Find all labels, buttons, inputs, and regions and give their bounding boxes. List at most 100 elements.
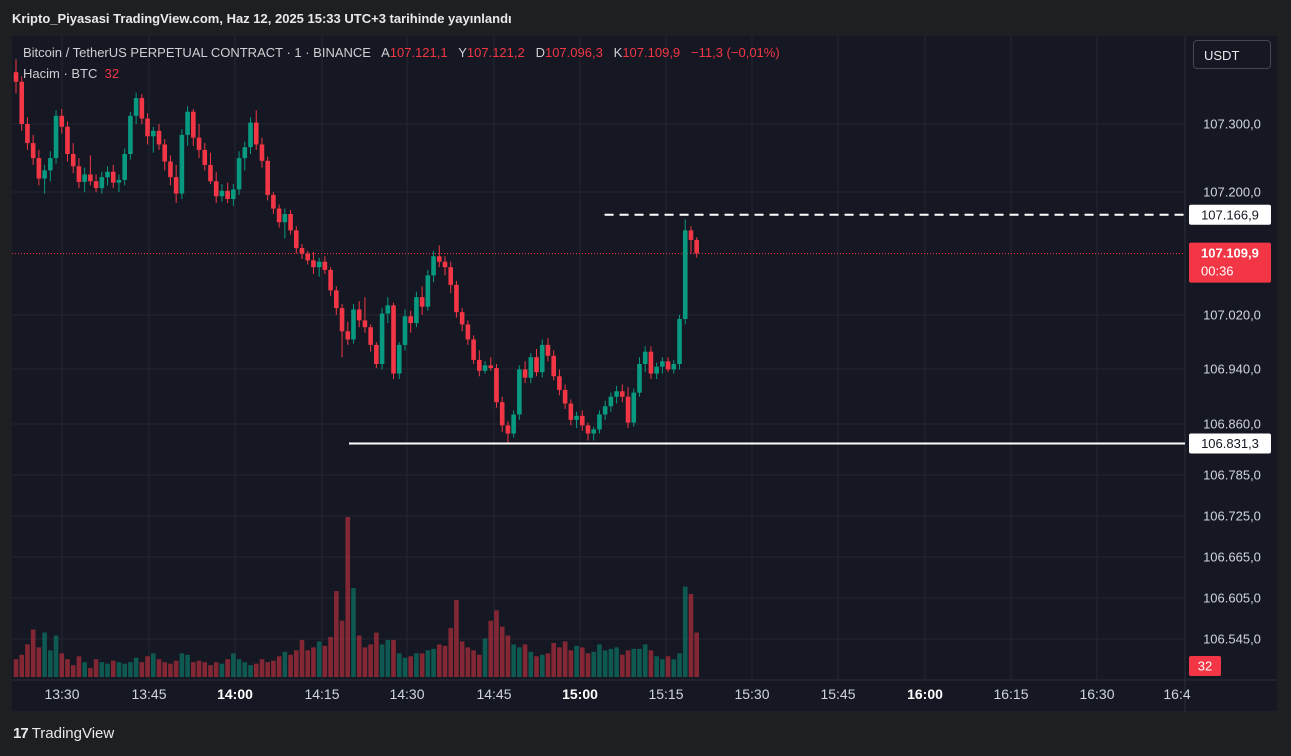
change-value: −11,3 (−0,01%) [691, 45, 780, 60]
x-tick-label: 15:45 [820, 686, 855, 702]
y-tick-label: 106.545,0 [1203, 632, 1261, 647]
candle-body [379, 313, 385, 364]
y-tick-label: 106.785,0 [1203, 468, 1261, 483]
x-tick-label: 15:30 [734, 686, 769, 702]
candle-body [620, 391, 625, 397]
x-tick-label: 14:15 [304, 686, 339, 702]
volume-bar [482, 638, 488, 677]
candle-body [236, 158, 242, 190]
volume-bar [173, 660, 179, 677]
volume-bar [419, 653, 425, 677]
volume-bar [185, 654, 190, 677]
volume-bar [517, 647, 522, 677]
volume-bar [30, 629, 36, 677]
candle-body [191, 111, 196, 138]
tradingview-logo-icon: 17 [13, 725, 29, 742]
candle-body [288, 214, 293, 231]
volume-bar [671, 659, 677, 677]
tradingview-brand[interactable]: 17 TradingView [13, 725, 114, 742]
volume-value-tag [1189, 656, 1221, 676]
candle-body [19, 81, 25, 124]
annotation-price-tag [1189, 204, 1271, 225]
x-tick-label: 15:00 [562, 686, 598, 702]
candle-body [499, 402, 505, 426]
volume-bar [59, 653, 65, 677]
candle-body [671, 364, 677, 370]
candle-body [534, 357, 539, 373]
volume-bar [36, 647, 42, 677]
candle-body [602, 406, 608, 415]
volume-bar [631, 648, 637, 677]
candle-body [48, 158, 53, 171]
candle-body [465, 324, 471, 340]
candle-body [305, 253, 311, 261]
candle-body [574, 415, 579, 420]
volume-bar [362, 647, 368, 677]
volume-bar [334, 591, 339, 677]
candle-body [179, 134, 185, 194]
last-price-label: 107.109,9 [1201, 246, 1259, 261]
candle-body [145, 118, 150, 137]
candle-body [30, 143, 36, 159]
volume-bar [574, 645, 579, 677]
y-tick-label: 106.725,0 [1203, 509, 1261, 524]
currency-button[interactable]: USDT [1193, 40, 1271, 69]
volume-bar [248, 665, 253, 677]
volume-bar [191, 662, 196, 677]
x-tick-label: 16:00 [907, 686, 943, 702]
volume-bar [694, 632, 699, 677]
volume-bar [396, 653, 402, 677]
volume-legend[interactable]: Hacim · BTC 32 [23, 66, 119, 81]
brand-name: TradingView [31, 725, 115, 742]
open-label: A [381, 45, 390, 60]
volume-bar [253, 663, 259, 677]
candle-body [259, 144, 265, 161]
volume-bar [677, 653, 682, 677]
candle-body [694, 239, 699, 254]
volume-bar [459, 641, 465, 677]
volume-bar [162, 662, 168, 677]
volume-bar [602, 650, 608, 677]
candle-body [128, 115, 133, 154]
candle-body [539, 344, 545, 373]
volume-bar [408, 656, 413, 677]
volume-bar [133, 657, 139, 677]
y-tick-label: 106.605,0 [1203, 591, 1261, 606]
volume-bar [648, 650, 654, 677]
candle-body [231, 189, 236, 199]
volume-bar [465, 647, 471, 677]
volume-bar [682, 586, 688, 677]
candle-body [248, 122, 253, 148]
candle-body [70, 154, 76, 167]
candle-body [356, 309, 362, 321]
candle-body [579, 415, 585, 426]
symbol-title[interactable]: Bitcoin / TetherUS PERPETUAL CONTRACT · … [23, 45, 371, 60]
candle-body [688, 230, 694, 240]
candle-body [522, 369, 528, 378]
volume-bar [76, 656, 82, 677]
volume-bar [562, 641, 568, 677]
volume-bar [625, 650, 631, 677]
candle-body [562, 389, 568, 404]
y-tick-label: 106.860,0 [1203, 417, 1261, 432]
candle-body [631, 392, 637, 423]
volume-bar [614, 647, 619, 677]
symbol-legend[interactable]: Bitcoin / TetherUS PERPETUAL CONTRACT · … [23, 45, 780, 60]
volume-bar [305, 650, 311, 677]
candle-body [271, 194, 276, 209]
y-tick-label: 107.020,0 [1203, 308, 1261, 323]
volume-bar [122, 663, 127, 677]
volume-bar [425, 650, 431, 677]
candle-body [173, 177, 179, 194]
volume-bar [505, 635, 511, 677]
volume-bar [116, 662, 122, 677]
candle-body [208, 164, 213, 182]
candle-body [150, 130, 156, 137]
candle-body [13, 72, 19, 82]
candle-body [374, 344, 379, 364]
volume-bar [345, 517, 351, 677]
volume-bar [82, 662, 87, 677]
volume-bar [528, 651, 534, 677]
candle-body [665, 361, 671, 370]
